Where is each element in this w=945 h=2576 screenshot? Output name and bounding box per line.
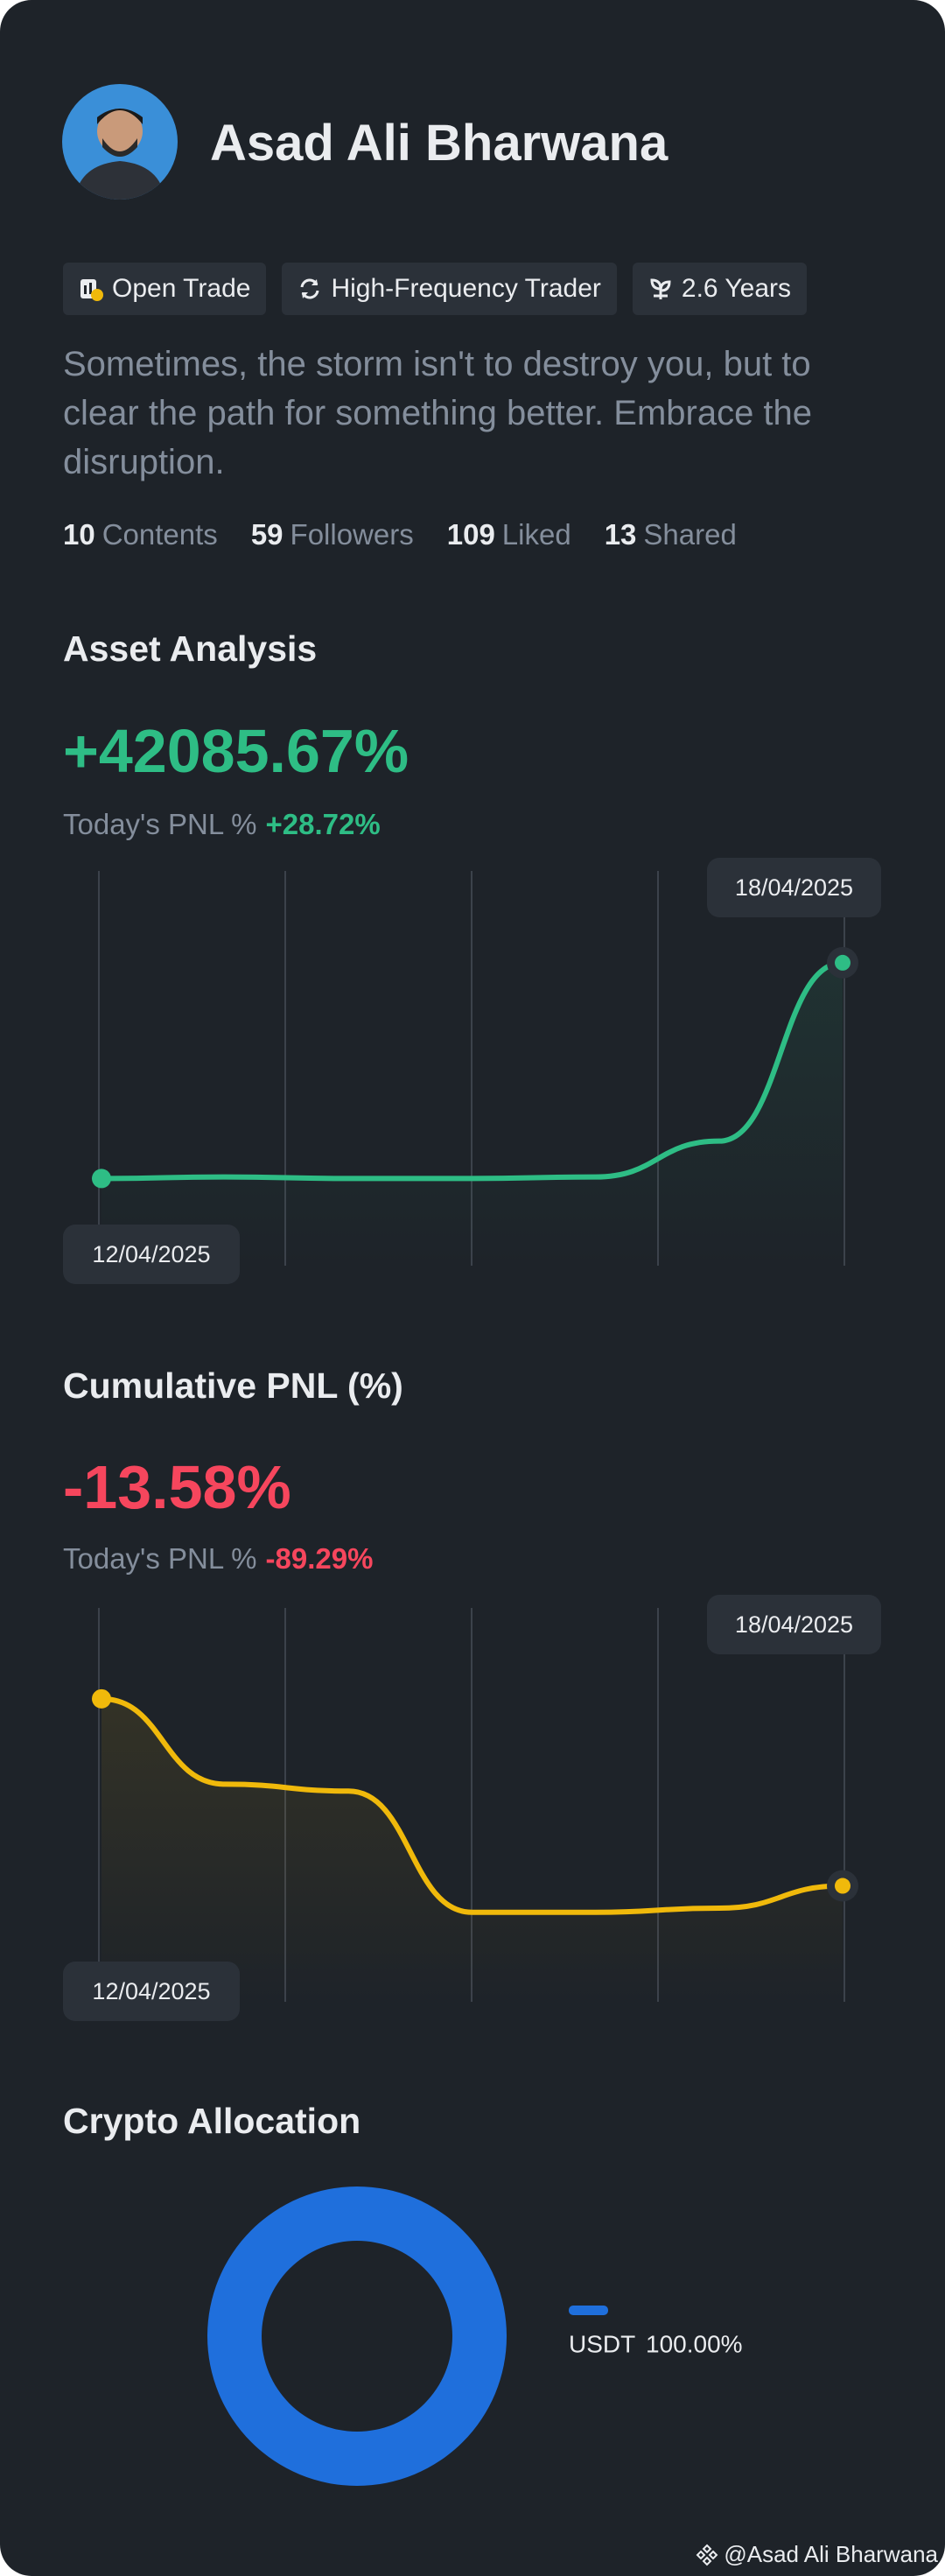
pie-slice [207,2186,507,2486]
end-point [835,1878,850,1894]
date-label: 18/04/2025 [735,1611,853,1638]
headline-value: -13.58% [63,1453,291,1521]
tag-icon [650,278,671,299]
date-label-box [63,1225,240,1284]
footer: @Asad Ali Bharwana [696,2541,938,2568]
stat-count: 109 [446,518,495,551]
tag-text: 2.6 Years [681,274,792,303]
section-title: Asset Analysis [63,628,318,669]
stat-label: Contents [102,518,218,551]
tag-icon [300,278,319,299]
footer-logo [696,2544,718,2565]
avatar [62,84,178,200]
stat-count: 59 [250,518,284,551]
tag-icon [80,279,103,301]
tag-row: Open Trade High-Frequency Trader 2.6 Yea… [63,263,808,315]
today-value: -89.29% [265,1542,374,1575]
date-label: 18/04/2025 [735,874,853,901]
today-label: Today's PNL % [63,808,257,840]
line [99,959,845,1182]
line-area [102,962,843,1266]
stats-row: 10 Contents 59 Followers 109 Liked 13 Shared [63,518,737,551]
line-area [102,1698,843,2002]
profile-name: Asad Ali Bharwana [210,115,668,172]
stat-label: Shared [643,518,737,551]
date-label-box [707,858,881,917]
legend-label: USDT [569,2330,635,2357]
section-title: Cumulative PNL (%) [63,1365,403,1406]
footer-text: @Asad Ali Bharwana [724,2541,938,2567]
stat-label: Liked [501,518,571,551]
tag-text: Open Trade [112,274,251,303]
stat: 13 Shared [605,518,737,551]
date-label-box [63,1962,240,2021]
tag: High-Frequency Trader [282,263,617,315]
date-label: 12/04/2025 [92,1978,210,2004]
bio-quote: Sometimes, the storm isn't to destroy yo… [63,345,813,481]
stat-label: Followers [290,518,414,551]
line [99,1695,845,1915]
legend-swatch [569,2306,608,2315]
today-value: +28.72% [265,808,381,840]
start-point [92,1169,111,1189]
start-point [92,1688,111,1709]
tag: 2.6 Years [632,263,808,315]
stat: 109 Liked [447,518,571,551]
today-pnl: Today's PNL % -89.29% [63,1542,373,1576]
legend-value: 100.00% [646,2330,743,2357]
end-point [835,954,850,971]
stat-count: 13 [604,518,637,551]
stat-count: 10 [63,518,95,551]
tag: Open Trade [63,263,267,315]
tag-text: High-Frequency Trader [331,274,601,303]
stat: 59 Followers [251,518,414,551]
stat: 10 Contents [63,518,218,551]
section-title: Crypto Allocation [63,2101,361,2141]
today-label: Today's PNL % [63,1542,257,1575]
date-label-box [707,1595,881,1654]
date-label: 12/04/2025 [92,1241,210,1267]
headline-value: +42085.67% [63,717,410,785]
today-pnl: Today's PNL % +28.72% [63,808,381,841]
